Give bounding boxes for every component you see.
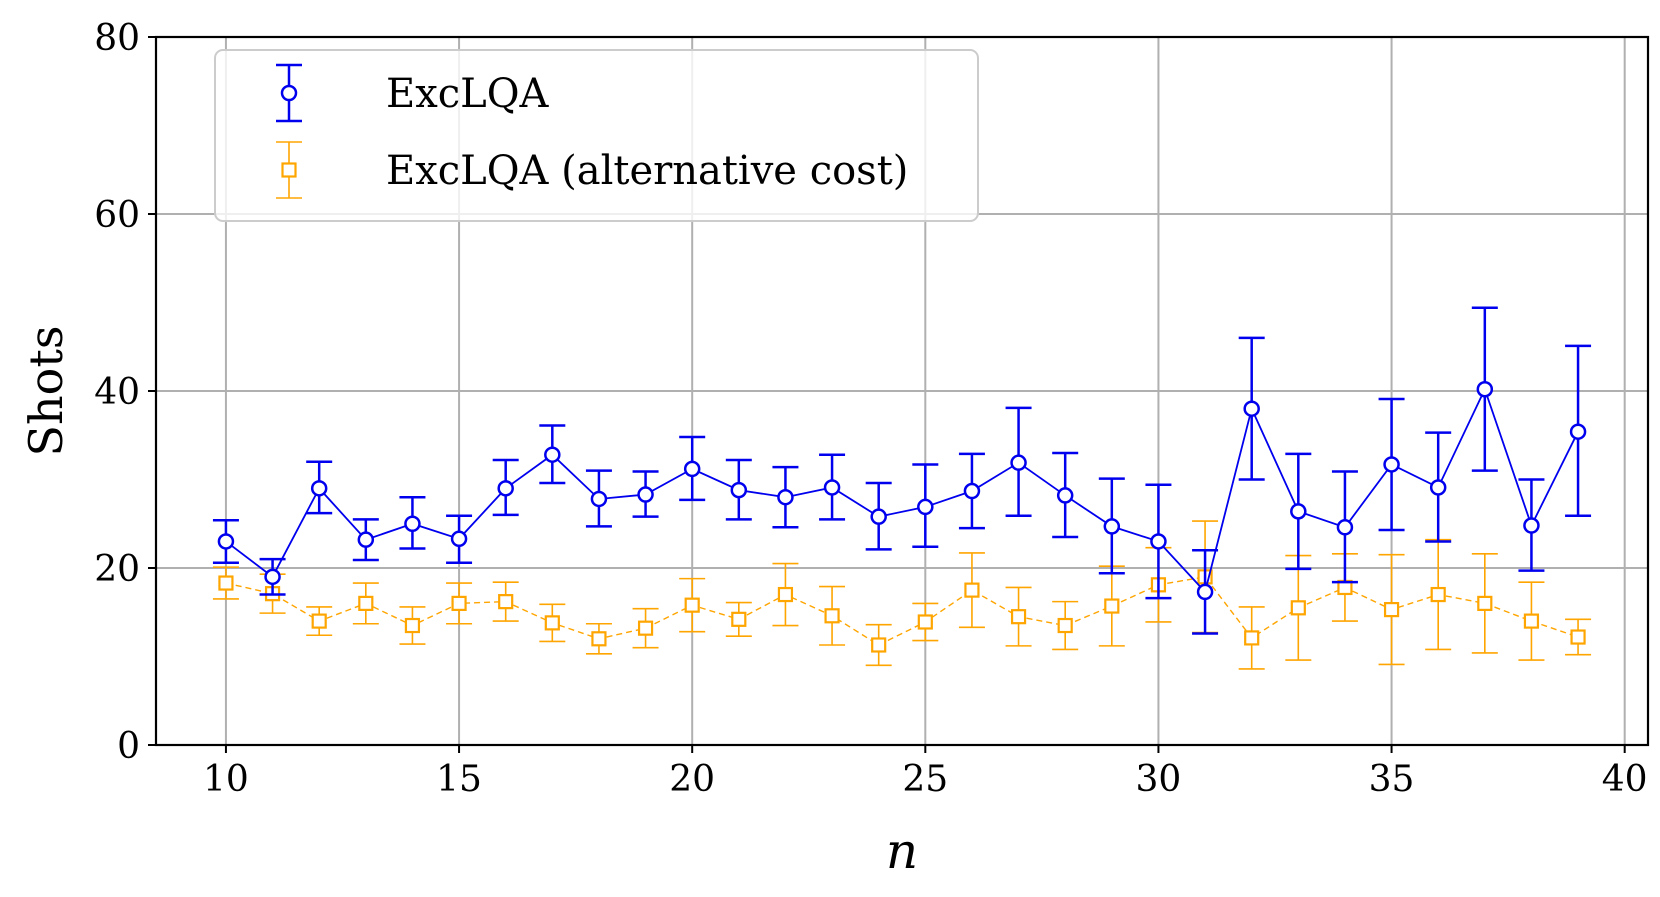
data-point-0-37 bbox=[1476, 380, 1494, 398]
y-tick-label-20: 20 bbox=[94, 549, 140, 590]
data-point-0-38 bbox=[1523, 517, 1540, 534]
data-point-0-39 bbox=[1569, 423, 1587, 440]
data-point-0-16 bbox=[497, 480, 514, 497]
series-0 bbox=[212, 306, 1592, 635]
data-point-1-23 bbox=[824, 608, 840, 624]
data-point-1-38 bbox=[1523, 613, 1540, 629]
data-point-1-20 bbox=[684, 597, 700, 613]
data-point-1-17 bbox=[544, 615, 560, 631]
data-point-0-23 bbox=[823, 479, 841, 496]
legend-marker-alternative-cost bbox=[276, 141, 302, 199]
data-point-0-18 bbox=[590, 490, 608, 508]
y-tick-label-60: 60 bbox=[94, 195, 140, 236]
data-point-0-29 bbox=[1103, 518, 1121, 535]
data-point-0-33 bbox=[1290, 503, 1307, 520]
data-point-1-36 bbox=[1430, 586, 1446, 603]
data-point-0-14 bbox=[404, 515, 421, 532]
data-point-0-11 bbox=[264, 568, 281, 586]
x-tick-label-20: 20 bbox=[669, 759, 715, 800]
data-point-0-22 bbox=[777, 488, 794, 506]
legend-entry-alternative-cost: ExcLQA (alternative cost) bbox=[276, 141, 908, 199]
data-point-1-29 bbox=[1104, 598, 1120, 614]
x-tick-label-10: 10 bbox=[203, 759, 249, 800]
series-line-0 bbox=[225, 386, 1579, 594]
data-point-0-10 bbox=[217, 533, 235, 550]
data-point-0-36 bbox=[1429, 479, 1447, 496]
data-point-0-31 bbox=[1196, 583, 1214, 601]
legend-entry-exclqa: ExcLQA bbox=[276, 63, 550, 123]
data-point-0-30 bbox=[1150, 533, 1167, 550]
x-tick-label-30: 30 bbox=[1136, 759, 1182, 800]
data-point-1-39 bbox=[1570, 629, 1586, 645]
x-axis-label: n bbox=[886, 822, 918, 880]
legend-label-alternative-cost: ExcLQA (alternative cost) bbox=[386, 148, 908, 194]
data-point-0-25 bbox=[917, 498, 934, 516]
data-point-1-12 bbox=[311, 613, 327, 629]
data-point-1-37 bbox=[1477, 595, 1493, 612]
series-layer bbox=[212, 306, 1592, 670]
data-point-1-28 bbox=[1057, 617, 1073, 634]
x-tick-label-25: 25 bbox=[902, 759, 948, 800]
x-tick-label-35: 35 bbox=[1369, 759, 1415, 800]
data-point-1-21 bbox=[731, 611, 747, 627]
data-point-1-18 bbox=[591, 631, 607, 647]
series-1 bbox=[212, 520, 1592, 670]
data-point-0-13 bbox=[357, 531, 375, 548]
data-point-1-27 bbox=[1010, 609, 1027, 625]
data-point-1-32 bbox=[1244, 630, 1260, 646]
data-point-1-22 bbox=[777, 586, 794, 603]
x-tick-label-15: 15 bbox=[436, 759, 482, 800]
data-point-0-34 bbox=[1336, 519, 1354, 536]
legend-symbol-1 bbox=[281, 162, 297, 178]
data-point-0-21 bbox=[730, 481, 748, 499]
data-point-1-26 bbox=[964, 582, 980, 598]
y-tick-label-0: 0 bbox=[117, 726, 140, 767]
data-point-0-28 bbox=[1056, 487, 1074, 504]
legend-box bbox=[214, 49, 979, 222]
data-point-0-15 bbox=[450, 530, 468, 548]
data-point-0-12 bbox=[310, 480, 328, 497]
data-point-1-16 bbox=[498, 594, 514, 610]
x-tick-label-40: 40 bbox=[1602, 759, 1648, 800]
data-point-1-24 bbox=[871, 637, 887, 653]
y-tick-label-80: 80 bbox=[94, 18, 140, 59]
data-point-1-35 bbox=[1383, 601, 1400, 618]
y-axis-label: Shots bbox=[19, 326, 73, 457]
legend-marker-exclqa bbox=[276, 63, 302, 123]
y-tick-label-40: 40 bbox=[94, 372, 140, 413]
data-point-0-27 bbox=[1010, 454, 1027, 471]
data-point-0-20 bbox=[683, 460, 701, 478]
legend-symbol-0 bbox=[280, 84, 298, 102]
data-point-0-19 bbox=[637, 486, 654, 503]
legend: ExcLQA ExcLQA (alternative cost) bbox=[214, 49, 979, 222]
legend-label-exclqa: ExcLQA bbox=[386, 71, 550, 117]
data-point-1-19 bbox=[637, 620, 654, 636]
data-point-1-13 bbox=[358, 595, 374, 612]
data-point-1-25 bbox=[917, 614, 933, 630]
data-point-1-10 bbox=[218, 575, 234, 591]
data-point-0-24 bbox=[870, 508, 887, 525]
data-point-0-26 bbox=[963, 482, 981, 500]
data-point-0-32 bbox=[1243, 400, 1260, 417]
axis-ticks: 10 15 20 25 30 35 40 0 20 40 60 80 bbox=[94, 18, 1647, 800]
series-line-1 bbox=[225, 576, 1579, 646]
data-point-0-17 bbox=[544, 446, 561, 463]
data-point-1-33 bbox=[1290, 600, 1306, 616]
data-point-1-15 bbox=[451, 595, 467, 612]
data-point-0-35 bbox=[1383, 456, 1400, 473]
data-point-1-14 bbox=[404, 617, 421, 634]
